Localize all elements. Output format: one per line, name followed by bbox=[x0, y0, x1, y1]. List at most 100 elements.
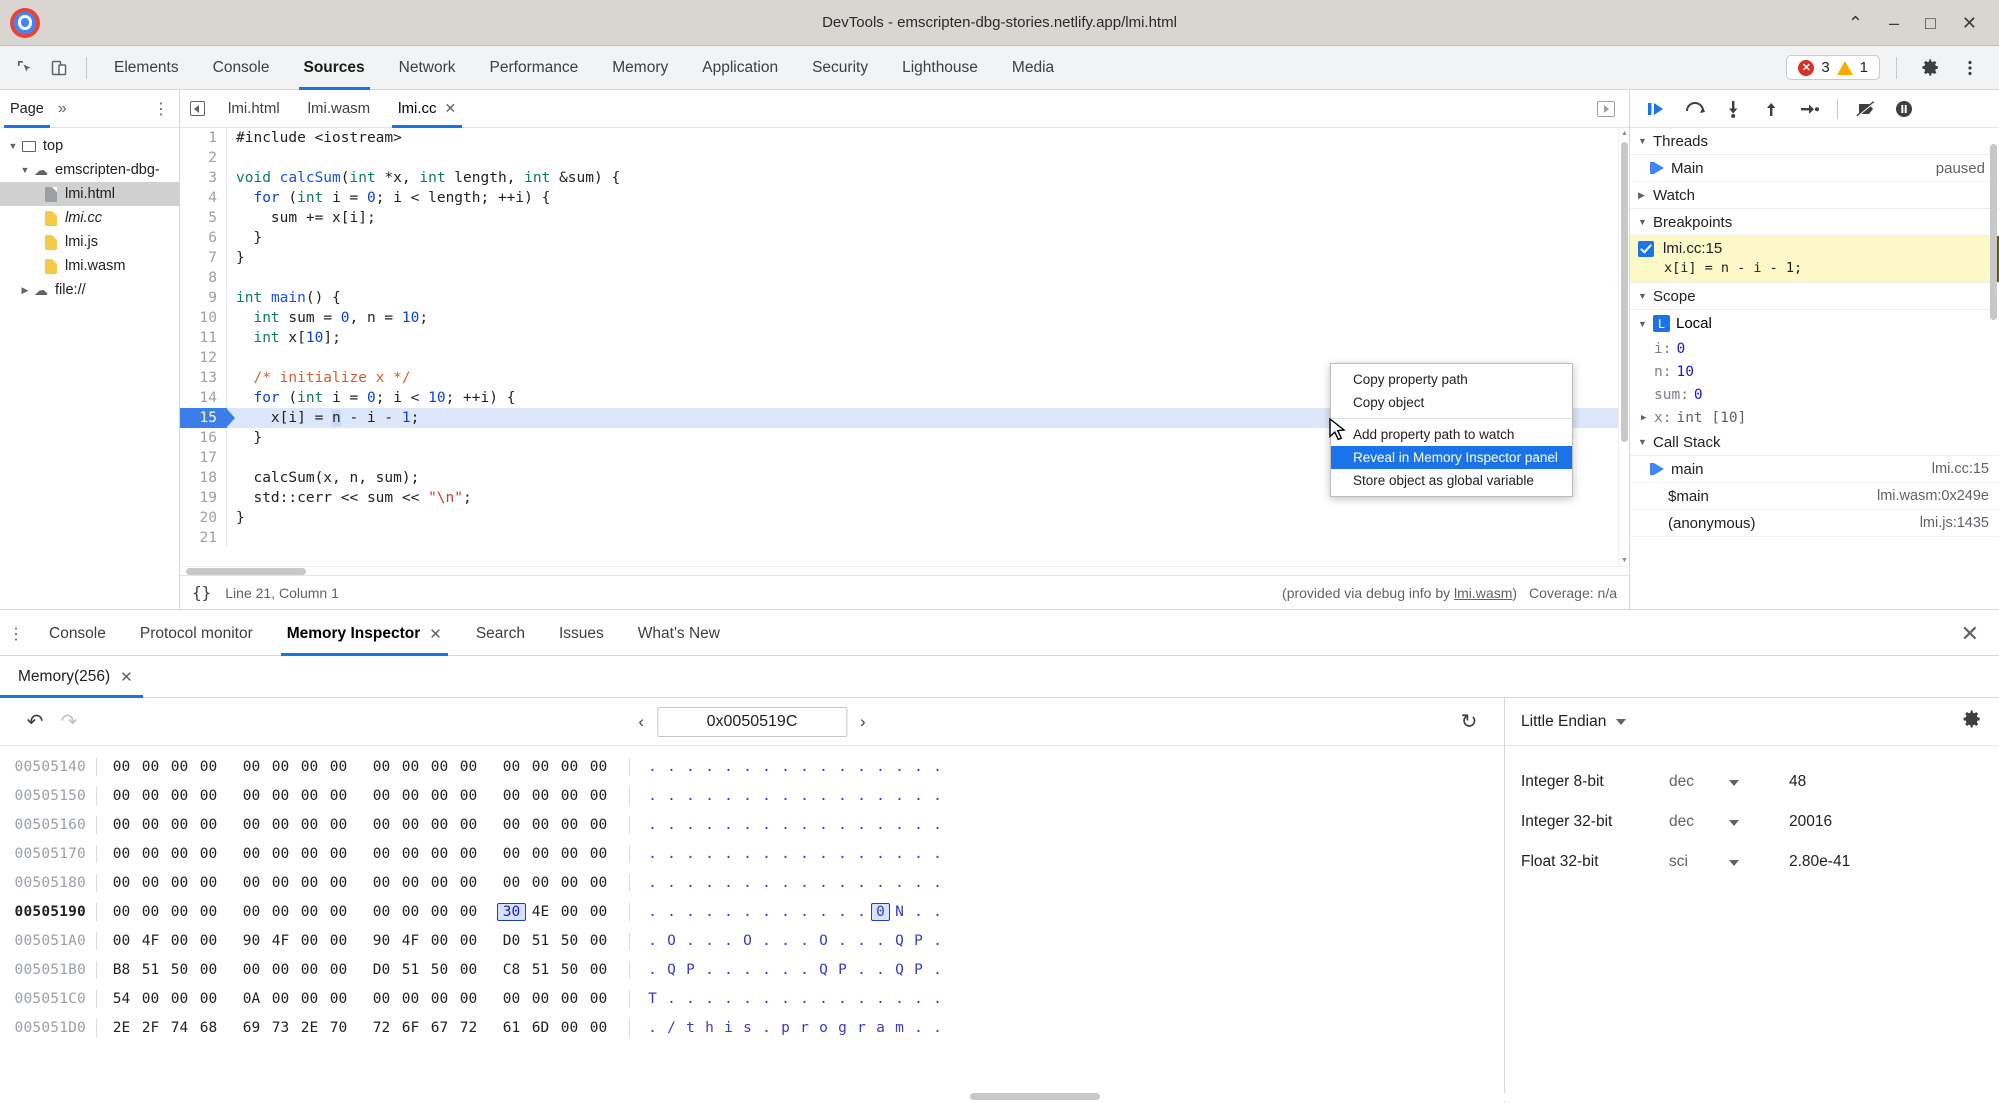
debug-info-link[interactable]: lmi.wasm bbox=[1454, 584, 1513, 601]
ascii-char[interactable]: . bbox=[800, 758, 809, 775]
ascii-char[interactable]: . bbox=[762, 961, 771, 978]
deactivate-breakpoints-button[interactable] bbox=[1849, 94, 1883, 124]
code-text[interactable] bbox=[226, 148, 1618, 168]
chevron-down-icon[interactable]: ▼ bbox=[1638, 318, 1647, 329]
code-text[interactable] bbox=[226, 268, 1618, 288]
debugger-scrollbar[interactable] bbox=[1988, 128, 1999, 609]
ascii-char[interactable]: . bbox=[686, 874, 695, 891]
hex-byte[interactable]: 00 bbox=[199, 758, 218, 775]
hex-byte[interactable]: 72 bbox=[372, 1019, 391, 1036]
ascii-char[interactable]: . bbox=[857, 816, 866, 833]
hex-byte[interactable]: 00 bbox=[141, 874, 160, 891]
hex-byte[interactable]: 90 bbox=[242, 932, 261, 949]
hex-byte[interactable]: 00 bbox=[502, 845, 521, 862]
hex-byte[interactable]: 2E bbox=[112, 1019, 131, 1036]
line-number[interactable]: 15 bbox=[180, 408, 235, 428]
hex-byte[interactable]: D0 bbox=[372, 961, 391, 978]
ascii-char[interactable]: . bbox=[857, 932, 866, 949]
chevron-down-icon[interactable] bbox=[1729, 813, 1789, 831]
hex-byte[interactable]: 00 bbox=[459, 990, 478, 1007]
context-menu[interactable]: Copy property path Copy object Add prope… bbox=[1330, 363, 1573, 497]
chevron-down-icon[interactable]: ▼ bbox=[8, 141, 18, 151]
hex-byte[interactable]: 51 bbox=[141, 961, 160, 978]
ascii-char[interactable]: r bbox=[800, 1019, 809, 1036]
hex-byte[interactable]: 00 bbox=[112, 787, 131, 804]
scope-var-n[interactable]: n: 10 bbox=[1630, 360, 1999, 383]
hex-byte[interactable]: 0A bbox=[242, 990, 261, 1007]
line-number[interactable]: 2 bbox=[208, 150, 217, 166]
hex-byte[interactable]: 00 bbox=[531, 874, 550, 891]
hex-byte[interactable]: 00 bbox=[589, 903, 608, 920]
ascii-char[interactable]: . bbox=[667, 845, 676, 862]
code-line-current[interactable]: 15 x[i] = n - i - 1; bbox=[180, 408, 1618, 428]
hex-byte[interactable]: 00 bbox=[401, 990, 420, 1007]
hex-byte[interactable]: B8 bbox=[112, 961, 131, 978]
hex-byte[interactable]: 2E bbox=[300, 1019, 319, 1036]
ascii-char[interactable]: O bbox=[819, 932, 828, 949]
ascii-char[interactable]: . bbox=[857, 903, 866, 920]
ascii-char[interactable]: . bbox=[876, 961, 885, 978]
ascii-char[interactable]: . bbox=[667, 903, 676, 920]
ascii-char[interactable]: . bbox=[800, 787, 809, 804]
tab-performance[interactable]: Performance bbox=[489, 58, 579, 76]
ascii-char[interactable]: . bbox=[838, 758, 847, 775]
hex-byte[interactable]: 00 bbox=[112, 874, 131, 891]
ascii-char[interactable]: . bbox=[705, 845, 714, 862]
thread-main[interactable]: Main paused bbox=[1630, 155, 1999, 182]
show-debugger-icon[interactable] bbox=[1597, 100, 1629, 117]
hex-byte[interactable]: 00 bbox=[199, 845, 218, 862]
chevron-down-icon[interactable]: ▼ bbox=[1638, 437, 1647, 447]
scope-local[interactable]: ▼ L Local bbox=[1630, 310, 1999, 337]
code-line[interactable]: 6 } bbox=[180, 228, 1618, 248]
ascii-char[interactable]: . bbox=[914, 787, 923, 804]
hex-byte[interactable]: 00 bbox=[531, 787, 550, 804]
ascii-char[interactable]: . bbox=[724, 932, 733, 949]
hex-byte[interactable]: 00 bbox=[300, 787, 319, 804]
hex-byte[interactable]: 00 bbox=[560, 874, 579, 891]
hex-byte[interactable]: 00 bbox=[329, 845, 348, 862]
hex-byte[interactable]: 67 bbox=[430, 1019, 449, 1036]
editor-vertical-scrollbar[interactable]: ▲ ▼ bbox=[1618, 128, 1629, 566]
value-mode[interactable]: dec bbox=[1669, 813, 1694, 830]
chevron-down-icon[interactable] bbox=[1729, 773, 1789, 791]
ascii-char[interactable]: . bbox=[933, 787, 942, 804]
ascii-char[interactable]: . bbox=[857, 758, 866, 775]
hex-byte[interactable]: 00 bbox=[430, 845, 449, 862]
ascii-char[interactable]: . bbox=[819, 874, 828, 891]
code-text[interactable]: #include <iostream> bbox=[226, 128, 1618, 148]
hex-byte[interactable]: 51 bbox=[531, 961, 550, 978]
hex-byte[interactable]: 00 bbox=[329, 990, 348, 1007]
ascii-char[interactable]: t bbox=[686, 1019, 695, 1036]
hex-byte[interactable]: 00 bbox=[560, 1019, 579, 1036]
code-line[interactable]: 3 void calcSum(int *x, int length, int &s… bbox=[180, 168, 1618, 188]
ascii-char[interactable]: . bbox=[895, 845, 904, 862]
tree-item-file-scheme[interactable]: ▶ ☁ file:// bbox=[0, 278, 179, 302]
memory-buffer-tab[interactable]: Memory(256) ✕ bbox=[0, 656, 151, 698]
hex-byte[interactable]: 00 bbox=[242, 874, 261, 891]
ascii-char[interactable]: . bbox=[838, 787, 847, 804]
line-number[interactable]: 12 bbox=[199, 350, 217, 366]
hex-byte[interactable]: 6D bbox=[531, 1019, 550, 1036]
ascii-char[interactable]: . bbox=[914, 990, 923, 1007]
ascii-char[interactable]: . bbox=[800, 845, 809, 862]
hex-byte[interactable]: 4F bbox=[141, 932, 160, 949]
hex-byte[interactable]: 00 bbox=[502, 874, 521, 891]
editor-tab-lmi-html[interactable]: lmi.html bbox=[214, 90, 294, 128]
hex-byte[interactable]: 00 bbox=[271, 787, 290, 804]
ascii-char[interactable]: . bbox=[876, 758, 885, 775]
ascii-char[interactable]: . bbox=[667, 787, 676, 804]
hex-byte[interactable]: 50 bbox=[560, 932, 579, 949]
pause-on-exceptions-button[interactable] bbox=[1887, 94, 1921, 124]
ascii-char[interactable]: . bbox=[895, 787, 904, 804]
ascii-char[interactable]: . bbox=[724, 816, 733, 833]
hex-byte[interactable]: 00 bbox=[502, 758, 521, 775]
hex-byte[interactable]: 00 bbox=[329, 961, 348, 978]
ascii-char[interactable]: . bbox=[705, 816, 714, 833]
hex-byte[interactable]: 00 bbox=[531, 758, 550, 775]
ascii-char[interactable]: . bbox=[933, 961, 942, 978]
code-text[interactable]: sum += x[i]; bbox=[226, 208, 1618, 228]
drawer-menu-icon[interactable]: ⋮ bbox=[8, 625, 24, 643]
gear-icon[interactable] bbox=[1961, 708, 1983, 735]
code-line[interactable]: 4 for (int i = 0; i < length; ++i) { bbox=[180, 188, 1618, 208]
ascii-char[interactable]: P bbox=[914, 932, 923, 949]
